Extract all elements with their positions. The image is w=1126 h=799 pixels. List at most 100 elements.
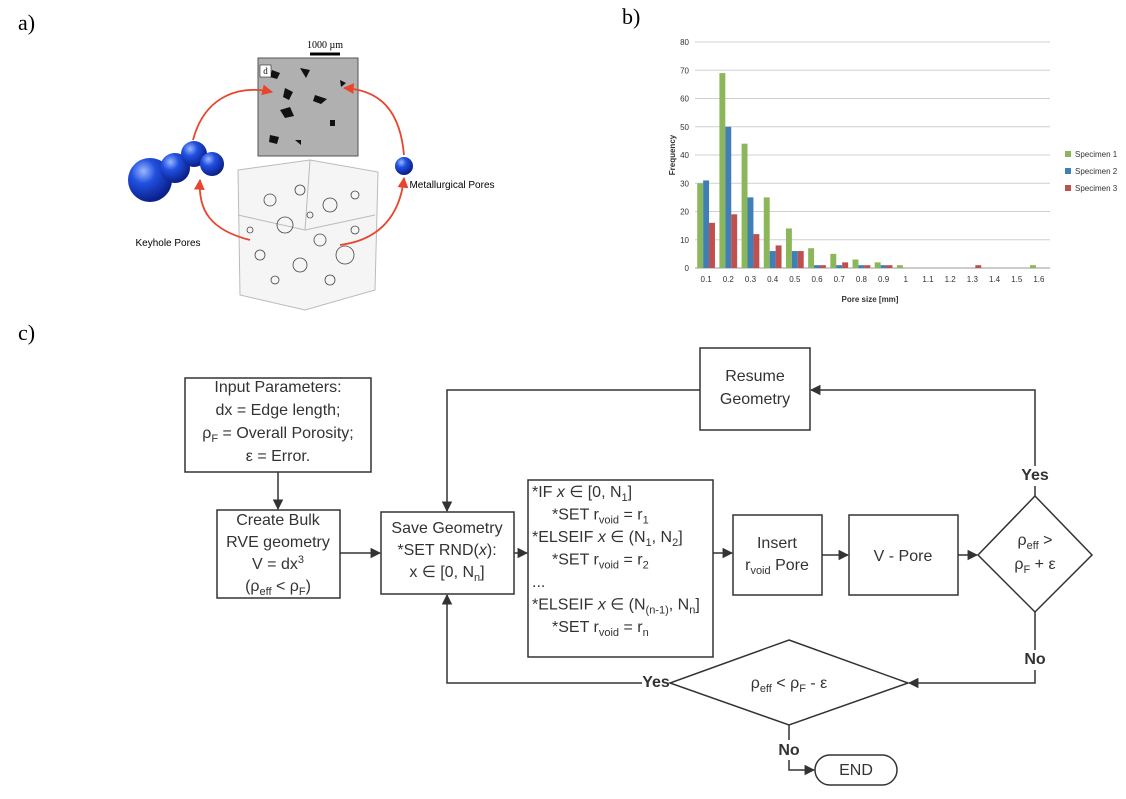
edge bbox=[811, 390, 1035, 466]
text-segment: void bbox=[599, 560, 619, 572]
text-segment: *SET r bbox=[552, 552, 600, 569]
bar bbox=[881, 265, 887, 268]
metallurgical-pore bbox=[395, 157, 413, 175]
text-segment: + ε bbox=[1030, 556, 1055, 573]
y-tick-label: 0 bbox=[685, 264, 690, 273]
label: Keyhole Pores bbox=[135, 238, 200, 249]
legend-label: Specimen 2 bbox=[1075, 167, 1118, 176]
x-tick-label: 1.1 bbox=[922, 275, 934, 284]
text-segment: *SET RND( bbox=[397, 542, 479, 559]
x-tick-label: 0.6 bbox=[811, 275, 823, 284]
text-segment: Geometry bbox=[720, 391, 790, 408]
text-segment: void bbox=[599, 515, 619, 527]
y-tick-label: 10 bbox=[680, 236, 689, 245]
text-segment: = Overall Porosity; bbox=[218, 425, 354, 442]
bar bbox=[897, 265, 903, 268]
bar bbox=[864, 265, 870, 268]
node-box bbox=[700, 348, 810, 430]
text-segment: ∈ [0, N bbox=[565, 484, 622, 501]
decision bbox=[978, 496, 1092, 612]
panel-label: b) bbox=[622, 4, 640, 29]
text-segment: Create Bulk bbox=[236, 512, 321, 529]
text-segment: ] bbox=[480, 564, 484, 581]
edge-label: Yes bbox=[1021, 467, 1049, 484]
node-text: Resume bbox=[725, 368, 785, 385]
bar bbox=[731, 214, 737, 268]
x-tick-label: 1.6 bbox=[1033, 275, 1045, 284]
text-segment: eff bbox=[760, 683, 773, 695]
text-segment: ] bbox=[678, 529, 682, 546]
node-text: ε = Error. bbox=[246, 448, 310, 465]
y-tick-label: 60 bbox=[680, 95, 689, 104]
text-segment: END bbox=[839, 762, 873, 779]
x-tick-label: 0.7 bbox=[834, 275, 846, 284]
text-segment: void bbox=[750, 565, 770, 577]
text-segment: dx = Edge length; bbox=[216, 402, 341, 419]
y-axis-label: Frequency bbox=[668, 134, 677, 175]
x-tick-label: 0.2 bbox=[723, 275, 735, 284]
legend-swatch bbox=[1065, 168, 1071, 174]
node-text: Input Parameters: bbox=[214, 379, 341, 396]
text-segment: x ∈ [0, N bbox=[409, 564, 474, 581]
text-segment: ∈ (N bbox=[606, 529, 646, 546]
edge-label: No bbox=[1024, 651, 1046, 668]
bar bbox=[814, 265, 820, 268]
scale-label: 1000 µm bbox=[307, 40, 343, 51]
text-segment: Resume bbox=[725, 368, 785, 385]
y-tick-label: 50 bbox=[680, 123, 689, 132]
bar bbox=[709, 223, 715, 268]
bar bbox=[975, 265, 981, 268]
text-segment: ρ bbox=[1014, 556, 1023, 573]
text-segment: , N bbox=[669, 597, 689, 614]
text-segment: < ρ bbox=[272, 578, 299, 595]
text-segment: V = dx bbox=[252, 556, 298, 573]
node-text: V - Pore bbox=[874, 548, 933, 565]
figure: a) b) c) 1000 µm d Keyhole Pores Metallu… bbox=[0, 0, 1126, 799]
bar bbox=[1030, 265, 1036, 268]
node-box bbox=[733, 515, 822, 595]
edge bbox=[909, 612, 1035, 683]
text-segment: ] bbox=[628, 484, 632, 501]
x-tick-label: 0.9 bbox=[878, 275, 890, 284]
x-tick-label: 1.4 bbox=[989, 275, 1001, 284]
panel-a: 1000 µm d Keyhole Pores Metallurgical Po… bbox=[128, 40, 495, 310]
legend-label: Specimen 1 bbox=[1075, 150, 1118, 159]
text-segment: void bbox=[599, 627, 619, 639]
node-text: *SET RND(x): bbox=[397, 542, 496, 559]
bar bbox=[836, 265, 842, 268]
text-segment: ρ bbox=[751, 675, 760, 692]
legend-label: Specimen 3 bbox=[1075, 184, 1118, 193]
bar bbox=[697, 183, 703, 268]
text-segment: = r bbox=[619, 552, 643, 569]
x-tick-label: 0.8 bbox=[856, 275, 868, 284]
y-tick-label: 40 bbox=[680, 151, 689, 160]
node-text: Insert bbox=[757, 535, 798, 552]
text-segment: *IF bbox=[532, 484, 557, 501]
node-text: RVE geometry bbox=[226, 534, 330, 551]
bar bbox=[742, 144, 748, 268]
text-segment: ] bbox=[695, 597, 699, 614]
text-segment: *ELSEIF bbox=[532, 597, 598, 614]
text-segment: V - Pore bbox=[874, 548, 933, 565]
text-segment: ): bbox=[487, 542, 497, 559]
node-text: ... bbox=[532, 574, 545, 591]
bar bbox=[748, 197, 754, 268]
inset-label: d bbox=[263, 66, 268, 76]
y-tick-label: 20 bbox=[680, 208, 689, 217]
legend-swatch bbox=[1065, 151, 1071, 157]
bar bbox=[853, 260, 859, 268]
text-segment: ) bbox=[306, 578, 311, 595]
text-segment: *SET r bbox=[552, 507, 600, 524]
x-tick-label: 1 bbox=[904, 275, 909, 284]
bar bbox=[858, 265, 864, 268]
text-segment: = r bbox=[619, 507, 643, 524]
text-segment: Pore bbox=[771, 557, 809, 574]
cube bbox=[238, 160, 378, 310]
text-segment: 1 bbox=[643, 515, 649, 527]
text-segment: Insert bbox=[757, 535, 798, 552]
panel-label: a) bbox=[18, 10, 35, 35]
bar bbox=[764, 197, 770, 268]
y-tick-label: 70 bbox=[680, 66, 689, 75]
y-tick-label: 30 bbox=[680, 179, 689, 188]
text-segment: > bbox=[1039, 532, 1053, 549]
